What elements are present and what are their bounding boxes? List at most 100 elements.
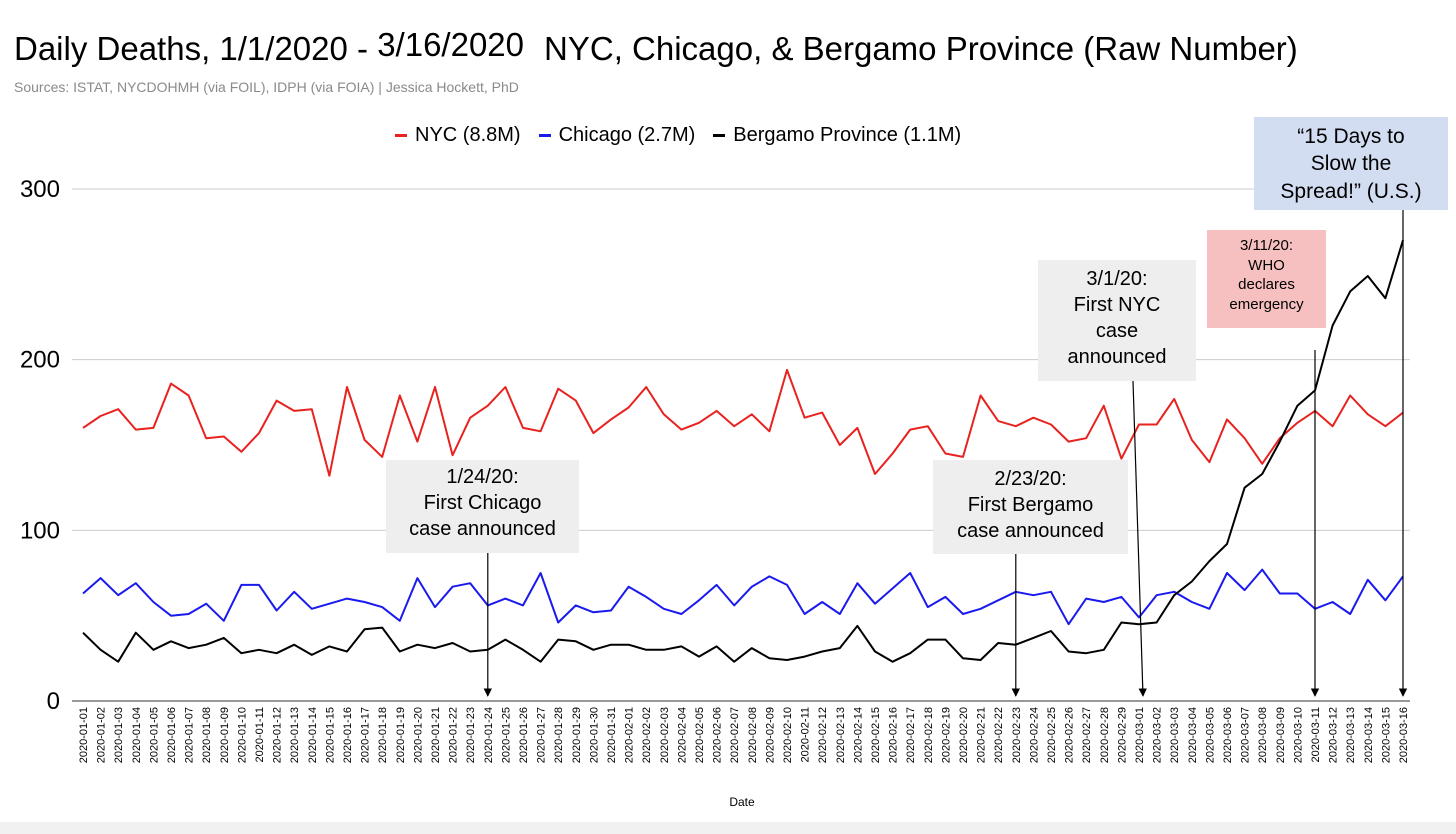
title-suffix: NYC, Chicago, & Bergamo Province (Raw Nu… <box>544 30 1298 67</box>
x-tick-label: 2020-01-27 <box>536 707 548 763</box>
series-lines <box>82 239 1404 663</box>
y-tick-label: 300 <box>20 176 60 203</box>
x-tick-label: 2020-01-04 <box>131 707 143 763</box>
x-tick-label: 2020-02-26 <box>1064 707 1076 763</box>
x-tick-label: 2020-02-18 <box>923 707 935 763</box>
legend-swatch-chicago <box>538 134 551 137</box>
x-tick-label: 2020-02-25 <box>1046 707 1058 763</box>
y-tick-label: 0 <box>47 688 60 715</box>
x-tick-label: 2020-02-12 <box>817 707 829 763</box>
ann-chicago-line3: case announced <box>409 518 556 540</box>
annotation-arrows <box>483 200 1408 697</box>
x-tick-label: 2020-03-04 <box>1187 707 1199 763</box>
chart-title: Daily Deaths, 1/1/2020 - 3/16/2020 NYC, C… <box>14 26 1298 68</box>
x-tick-label: 2020-01-30 <box>588 707 600 763</box>
x-tick-label: 2020-02-05 <box>694 707 706 763</box>
x-tick-label: 2020-01-18 <box>377 707 389 763</box>
x-tick-label: 2020-01-31 <box>606 707 618 763</box>
annotation-first-bergamo: 2/23/20: First Bergamo case announced <box>933 460 1128 554</box>
x-tick-label: 2020-02-24 <box>1028 707 1040 763</box>
ann-who-line1: 3/11/20: <box>1239 237 1294 254</box>
x-tick-label: 2020-03-02 <box>1152 707 1164 763</box>
annotation-first-nyc: 3/1/20: First NYC case announced <box>1038 260 1196 381</box>
series-line-nyc <box>82 368 1404 477</box>
annotation-15-days: “15 Days to Slow the Spread!” (U.S.) <box>1254 117 1448 210</box>
x-tick-label: 2020-01-09 <box>219 707 231 763</box>
annotation-first-chicago: 1/24/20: First Chicago case announced <box>386 460 579 553</box>
x-tick-label: 2020-03-08 <box>1257 707 1269 763</box>
x-tick-label: 2020-02-09 <box>764 707 776 763</box>
x-tick-label: 2020-02-07 <box>729 707 741 763</box>
legend-item-nyc: NYC (8.8M) <box>395 124 521 147</box>
x-tick-label: 2020-02-04 <box>676 707 688 763</box>
bottom-bar <box>0 822 1456 834</box>
legend-swatch-bergamo <box>713 134 726 137</box>
x-tick-label: 2020-01-24 <box>483 707 495 763</box>
x-tick-label: 2020-02-15 <box>870 707 882 763</box>
x-tick-label: 2020-01-10 <box>236 707 248 763</box>
legend-label-bergamo: Bergamo Province (1.1M) <box>733 124 962 146</box>
x-tick-label: 2020-01-19 <box>395 707 407 763</box>
x-tick-label: 2020-02-11 <box>800 707 812 762</box>
annotation-who-emergency: 3/11/20: WHO declares emergency <box>1207 230 1326 328</box>
chart-subtitle: Sources: ISTAT, NYCDOHMH (via FOIL), IDP… <box>14 79 519 95</box>
legend-swatch-nyc <box>395 134 407 137</box>
x-tick-label: 2020-01-22 <box>448 707 460 763</box>
ann-nyc-line1: 3/1/20: <box>1086 268 1148 290</box>
ann-bergamo-line2: First Bergamo <box>967 494 1094 516</box>
x-tick-label: 2020-03-12 <box>1328 707 1340 763</box>
x-tick-label: 2020-01-06 <box>166 707 178 763</box>
title-prefix: Daily Deaths, 1/1/2020 - <box>14 30 378 67</box>
x-tick-label: 2020-01-20 <box>412 707 424 763</box>
x-tick-label: 2020-01-23 <box>465 707 477 763</box>
x-tick-label: 2020-02-22 <box>993 707 1005 763</box>
ann-who-line4: emergency <box>1229 295 1304 313</box>
x-tick-label: 2020-01-21 <box>430 707 442 763</box>
ann-us-line1: “15 Days to <box>1297 125 1405 148</box>
x-tick-label: 2020-01-26 <box>518 707 530 763</box>
x-tick-label: 2020-01-07 <box>184 707 196 763</box>
legend: NYC (8.8M) Chicago (2.7M) Bergamo Provin… <box>395 124 961 147</box>
x-tick-label: 2020-01-01 <box>78 707 90 763</box>
ann-nyc-line2: First NYC <box>1073 294 1161 316</box>
x-tick-label: 2020-02-08 <box>747 707 759 763</box>
x-tick-label: 2020-01-28 <box>553 707 565 763</box>
legend-label-nyc: NYC (8.8M) <box>415 124 521 146</box>
x-tick-label: 2020-01-11 <box>254 707 266 762</box>
ann-who-line2: WHO <box>1248 256 1285 274</box>
x-tick-label: 2020-01-17 <box>360 707 372 763</box>
x-tick-label: 2020-02-19 <box>940 707 952 763</box>
x-tick-label: 2020-03-06 <box>1222 707 1234 763</box>
x-tick-label: 2020-03-15 <box>1380 707 1392 763</box>
y-axis-ticks: 0 100 200 300 <box>20 176 60 715</box>
x-tick-label: 2020-02-03 <box>659 707 671 763</box>
title-date-end: 3/16/2020 <box>377 26 525 63</box>
x-tick-label: 2020-02-28 <box>1099 707 1111 763</box>
ann-bergamo-line3: case announced <box>957 520 1104 542</box>
x-axis-ticks: 2020-01-01 2020-01-02 2020-01-03 2020-01-04… <box>78 707 1410 763</box>
x-tick-label: 2020-03-13 <box>1345 707 1357 763</box>
x-tick-label: 2020-01-03 <box>113 707 125 763</box>
x-tick-label: 2020-03-09 <box>1275 707 1287 763</box>
x-tick-label: 2020-01-02 <box>96 707 108 763</box>
ann-bergamo-line1: 2/23/20: <box>994 468 1067 490</box>
x-tick-label: 2020-02-27 <box>1081 707 1093 763</box>
x-tick-label: 2020-02-17 <box>905 707 917 763</box>
x-tick-label: 2020-02-29 <box>1116 707 1128 763</box>
x-tick-label: 2020-01-12 <box>272 707 284 763</box>
ann-chicago-line1: 1/24/20: <box>446 466 519 488</box>
x-tick-label: 2020-01-13 <box>289 707 301 763</box>
x-tick-label: 2020-01-29 <box>571 707 583 763</box>
x-tick-label: 2020-03-16 <box>1398 707 1410 763</box>
x-tick-label: 2020-02-13 <box>835 707 847 763</box>
x-tick-label: 2020-03-11 <box>1310 707 1322 762</box>
x-tick-label: 2020-03-14 <box>1363 707 1375 763</box>
x-tick-label: 2020-03-05 <box>1204 707 1216 763</box>
annotation-arrow-nyc <box>1132 380 1147 697</box>
x-tick-label: 2020-01-25 <box>500 707 512 763</box>
x-tick-label: 2020-02-10 <box>782 707 794 763</box>
x-tick-label: 2020-02-16 <box>888 707 900 763</box>
ann-nyc-line3: case <box>1095 320 1139 342</box>
y-tick-label: 100 <box>20 517 60 544</box>
